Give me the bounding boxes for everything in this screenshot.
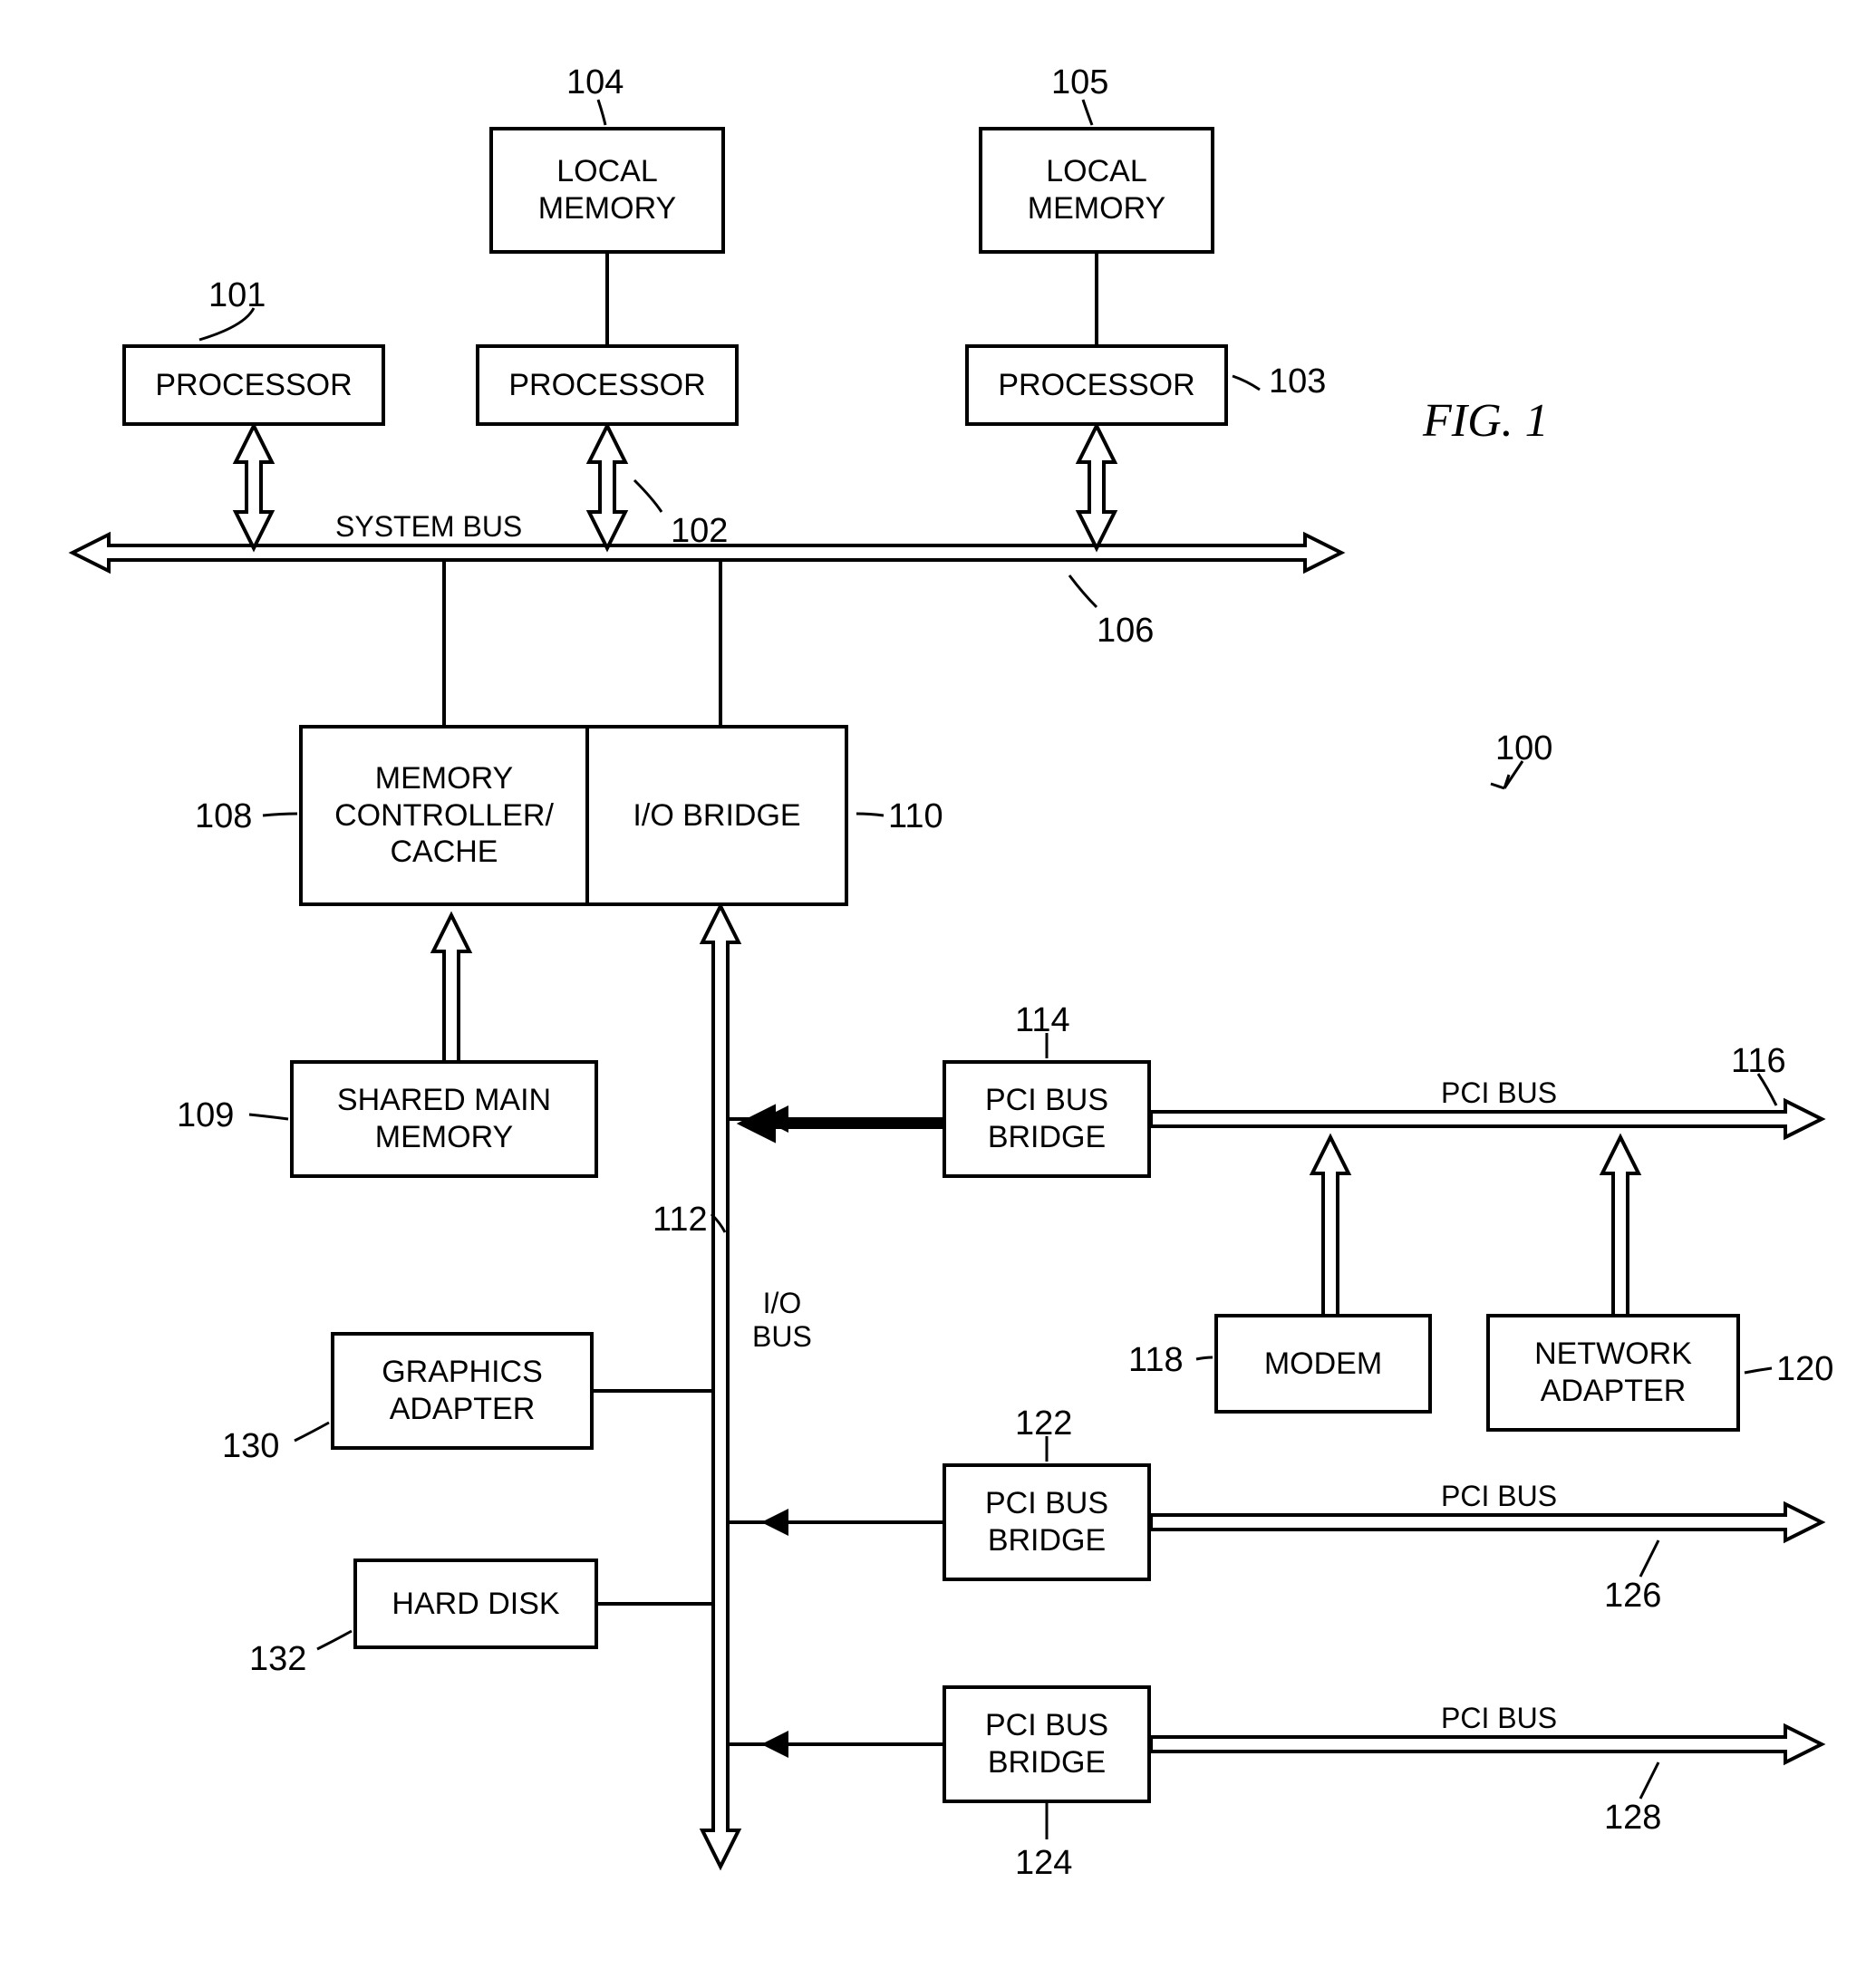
processor-2-label: PROCESSOR: [508, 367, 705, 404]
ref-109: 109: [177, 1096, 234, 1135]
shared-memory-box: SHARED MAINMEMORY: [290, 1060, 598, 1178]
processor-2-box: PROCESSOR: [476, 344, 739, 426]
ref-114: 114: [1015, 1001, 1070, 1040]
graphics-adapter-box: GRAPHICSADAPTER: [331, 1332, 594, 1450]
pci-bridge-3-box: PCI BUSBRIDGE: [943, 1685, 1151, 1803]
shared-memory-label: SHARED MAINMEMORY: [337, 1082, 551, 1156]
ref-126: 126: [1604, 1577, 1661, 1616]
pci-bridge-3-label: PCI BUSBRIDGE: [985, 1707, 1108, 1781]
pci-bridge-2-box: PCI BUSBRIDGE: [943, 1463, 1151, 1581]
memory-controller-label: MEMORYCONTROLLER/CACHE: [334, 760, 554, 871]
processor-1-box: PROCESSOR: [122, 344, 385, 426]
ref-110: 110: [888, 797, 943, 836]
ref-105: 105: [1051, 63, 1108, 102]
ref-130: 130: [222, 1427, 279, 1466]
ref-122: 122: [1015, 1404, 1072, 1443]
io-bus-label: I/OBUS: [752, 1287, 812, 1354]
pci-bus-3-label: PCI BUS: [1441, 1702, 1557, 1735]
ref-108: 108: [195, 797, 252, 836]
modem-box: MODEM: [1214, 1314, 1432, 1414]
network-adapter-box: NETWORKADAPTER: [1486, 1314, 1740, 1432]
local-memory-1-label: LOCALMEMORY: [538, 153, 676, 227]
ref-124: 124: [1015, 1844, 1072, 1883]
ref-128: 128: [1604, 1799, 1661, 1838]
local-memory-1-box: LOCALMEMORY: [489, 127, 725, 254]
ref-120: 120: [1776, 1350, 1833, 1389]
ref-102: 102: [671, 512, 728, 551]
pci-bridge-1-box: PCI BUSBRIDGE: [943, 1060, 1151, 1178]
graphics-adapter-label: GRAPHICSADAPTER: [382, 1354, 543, 1428]
pci-bridge-1-label: PCI BUSBRIDGE: [985, 1082, 1108, 1156]
pci-bus-2-label: PCI BUS: [1441, 1480, 1557, 1513]
local-memory-2-label: LOCALMEMORY: [1028, 153, 1165, 227]
ref-116: 116: [1731, 1042, 1786, 1081]
hard-disk-label: HARD DISK: [392, 1586, 559, 1623]
ref-100: 100: [1495, 729, 1552, 768]
ref-104: 104: [566, 63, 624, 102]
system-block-diagram: FIG. 1: [18, 18, 1866, 1970]
ref-106: 106: [1097, 612, 1154, 651]
modem-label: MODEM: [1264, 1346, 1382, 1383]
local-memory-2-box: LOCALMEMORY: [979, 127, 1214, 254]
processor-3-box: PROCESSOR: [965, 344, 1228, 426]
ref-101: 101: [208, 276, 266, 315]
io-bridge-label: I/O BRIDGE: [633, 797, 800, 835]
ref-132: 132: [249, 1640, 306, 1679]
processor-3-label: PROCESSOR: [998, 367, 1194, 404]
pci-bridge-2-label: PCI BUSBRIDGE: [985, 1485, 1108, 1559]
ref-112: 112: [653, 1201, 708, 1240]
hard-disk-box: HARD DISK: [353, 1559, 598, 1649]
ref-118: 118: [1128, 1341, 1184, 1380]
system-bus-label: SYSTEM BUS: [335, 510, 522, 544]
processor-1-label: PROCESSOR: [155, 367, 352, 404]
memory-controller-box: MEMORYCONTROLLER/CACHE: [299, 725, 589, 906]
network-adapter-label: NETWORKADAPTER: [1534, 1336, 1692, 1410]
io-bridge-box: I/O BRIDGE: [585, 725, 848, 906]
ref-103: 103: [1269, 362, 1326, 401]
pci-bus-1-label: PCI BUS: [1441, 1076, 1557, 1110]
